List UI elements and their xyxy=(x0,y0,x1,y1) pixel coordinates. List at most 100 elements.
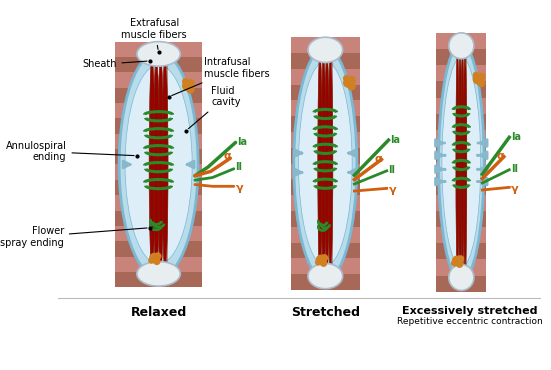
Bar xyxy=(436,146,487,162)
Bar xyxy=(436,178,487,195)
Bar xyxy=(115,241,202,257)
Text: Stretched: Stretched xyxy=(291,306,360,319)
Ellipse shape xyxy=(458,51,462,273)
Bar xyxy=(436,162,487,178)
Text: γ: γ xyxy=(388,185,396,195)
Bar xyxy=(115,226,202,241)
Circle shape xyxy=(344,78,353,87)
Circle shape xyxy=(187,86,194,93)
Bar xyxy=(290,274,360,290)
Bar xyxy=(115,134,202,149)
Bar xyxy=(115,165,202,180)
Bar xyxy=(290,227,360,243)
Ellipse shape xyxy=(149,59,155,270)
Circle shape xyxy=(478,80,485,87)
Text: Annulospiral
ending: Annulospiral ending xyxy=(6,141,134,162)
Circle shape xyxy=(321,260,327,266)
Text: Fluid
cavity: Fluid cavity xyxy=(188,86,241,129)
Bar xyxy=(115,195,202,211)
Bar xyxy=(290,100,360,116)
Bar xyxy=(436,130,487,146)
Bar xyxy=(115,72,202,88)
Circle shape xyxy=(456,261,463,267)
Text: II: II xyxy=(388,165,396,175)
Bar xyxy=(115,257,202,272)
Text: γ: γ xyxy=(236,183,243,193)
Ellipse shape xyxy=(125,65,192,264)
Circle shape xyxy=(321,255,327,261)
Text: Extrafusal
muscle fibers: Extrafusal muscle fibers xyxy=(121,18,187,50)
Circle shape xyxy=(473,73,479,78)
Bar xyxy=(290,211,360,227)
Bar xyxy=(436,81,487,98)
Circle shape xyxy=(344,76,349,81)
Bar xyxy=(115,149,202,165)
Circle shape xyxy=(187,80,194,87)
Circle shape xyxy=(348,83,355,90)
Ellipse shape xyxy=(318,56,322,272)
Text: Flower
spray ending: Flower spray ending xyxy=(0,226,147,248)
Bar xyxy=(290,164,360,179)
Bar xyxy=(436,65,487,81)
Circle shape xyxy=(457,256,463,262)
Text: Ia: Ia xyxy=(390,135,400,145)
Ellipse shape xyxy=(461,51,464,273)
Ellipse shape xyxy=(119,51,198,278)
Circle shape xyxy=(473,75,482,84)
Ellipse shape xyxy=(299,61,352,266)
Ellipse shape xyxy=(153,59,159,270)
Bar xyxy=(115,211,202,226)
Bar xyxy=(290,69,360,85)
Text: Intrafusal
muscle fibers: Intrafusal muscle fibers xyxy=(172,57,270,95)
Ellipse shape xyxy=(439,43,484,281)
Text: α: α xyxy=(497,151,505,161)
Ellipse shape xyxy=(449,265,474,290)
Bar xyxy=(115,103,202,118)
Ellipse shape xyxy=(137,41,180,66)
Bar xyxy=(115,118,202,134)
Bar xyxy=(290,85,360,100)
Ellipse shape xyxy=(308,37,343,63)
Ellipse shape xyxy=(449,33,474,59)
Bar xyxy=(436,227,487,243)
Circle shape xyxy=(452,256,461,265)
Bar xyxy=(115,180,202,195)
Ellipse shape xyxy=(162,59,168,270)
Circle shape xyxy=(348,77,355,84)
Circle shape xyxy=(316,260,321,265)
Bar xyxy=(115,41,202,57)
Bar xyxy=(290,243,360,258)
Text: Relaxed: Relaxed xyxy=(131,306,187,319)
Circle shape xyxy=(478,73,485,80)
Bar xyxy=(290,195,360,211)
Text: γ: γ xyxy=(511,184,518,194)
Circle shape xyxy=(155,253,161,259)
Circle shape xyxy=(150,253,159,262)
Bar xyxy=(115,272,202,287)
Bar xyxy=(436,114,487,130)
Text: Sheath: Sheath xyxy=(82,60,147,70)
Text: Ia: Ia xyxy=(237,137,247,147)
Ellipse shape xyxy=(456,51,460,273)
Ellipse shape xyxy=(325,56,329,272)
Bar xyxy=(115,88,202,103)
Bar xyxy=(290,37,360,53)
Bar xyxy=(436,211,487,227)
Bar xyxy=(290,148,360,164)
Bar xyxy=(290,132,360,148)
Bar xyxy=(436,259,487,276)
Ellipse shape xyxy=(442,57,480,267)
Ellipse shape xyxy=(321,56,326,272)
Bar xyxy=(290,53,360,69)
Text: II: II xyxy=(236,162,242,172)
Bar xyxy=(290,258,360,274)
Bar xyxy=(436,243,487,259)
Ellipse shape xyxy=(328,56,333,272)
Bar xyxy=(290,179,360,195)
Bar xyxy=(115,57,202,72)
Ellipse shape xyxy=(308,263,343,289)
Ellipse shape xyxy=(463,51,467,273)
Circle shape xyxy=(154,258,160,265)
Circle shape xyxy=(149,258,154,263)
Ellipse shape xyxy=(137,262,180,286)
